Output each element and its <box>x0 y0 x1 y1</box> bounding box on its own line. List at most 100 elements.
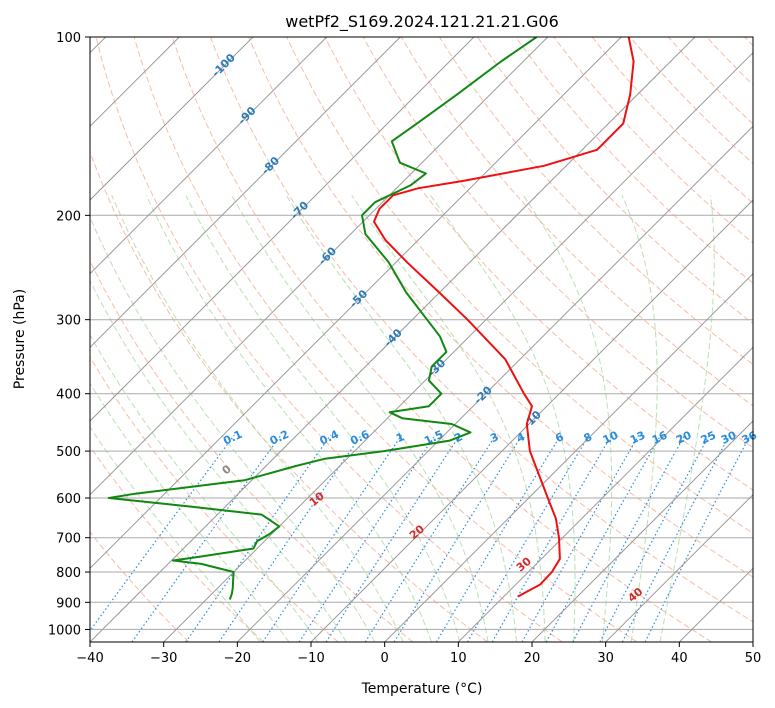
mixing-ratio-label: 10 <box>601 428 621 446</box>
mixing-ratio-label: 0.4 <box>318 428 341 448</box>
mixing-ratio-label: 0.1 <box>221 428 244 448</box>
dry-adiabat-label: 30 <box>514 554 534 574</box>
dry-adiabat <box>210 37 753 623</box>
moist-adiabat <box>621 195 658 642</box>
dry-adiabat <box>400 37 753 407</box>
isotherm-label: -80 <box>259 154 282 177</box>
isotherm <box>457 346 753 642</box>
dry-adiabat-label: 20 <box>407 522 427 542</box>
mixing-ratio-label: 3 <box>488 430 500 445</box>
moist-adiabat <box>111 195 404 642</box>
moist-adiabat <box>185 195 461 642</box>
plot-frame <box>89 36 754 643</box>
isotherm-label: -70 <box>288 198 311 221</box>
dry-adiabat <box>90 356 339 642</box>
moist-adiabat <box>285 195 517 642</box>
isotherm <box>752 641 753 642</box>
mixing-ratio-line <box>364 434 497 642</box>
x-tick-label: 0 <box>381 651 389 666</box>
mixing-ratio-line <box>325 434 461 642</box>
isotherm <box>90 37 622 570</box>
mixing-ratio-line <box>572 434 686 642</box>
y-tick-label: 200 <box>56 209 81 224</box>
sounding-series <box>107 37 635 600</box>
moist-adiabats <box>90 195 715 642</box>
dry-adiabat <box>90 531 190 642</box>
mixing-ratio-label: 0.6 <box>348 428 371 448</box>
isotherm <box>90 37 401 349</box>
dry-adiabat <box>591 37 753 204</box>
x-tick-label: 50 <box>745 651 762 666</box>
y-axis-ticks: 100 200 300 400 500 600 700 800 900 1000 <box>48 31 90 638</box>
mixing-ratio-label: 6 <box>553 430 566 445</box>
dry-adiabats <box>90 37 753 642</box>
mixing-ratio-label: 20 <box>674 428 694 446</box>
mixing-ratio-label: 30 <box>719 428 739 446</box>
isotherm <box>90 37 254 201</box>
y-tick-label: 400 <box>56 388 81 403</box>
isotherm-label: -40 <box>382 326 405 349</box>
y-tick-label: 600 <box>56 492 81 507</box>
x-tick-label: 10 <box>450 651 467 666</box>
mixing-ratio-line <box>521 434 640 642</box>
dry-adiabat <box>477 37 753 325</box>
mixing-ratio-line <box>466 434 590 642</box>
isotherm <box>90 37 475 422</box>
dry-adiabat <box>90 259 414 642</box>
x-tick-label: 40 <box>671 651 688 666</box>
isotherm <box>90 37 549 496</box>
dry-adiabat <box>629 37 753 165</box>
dry-adiabat <box>90 150 488 642</box>
dry-adiabat <box>90 445 264 642</box>
isotherm <box>90 37 696 642</box>
isotherm-label: -90 <box>235 104 258 127</box>
y-tick-label: 800 <box>56 566 81 581</box>
mixing-ratio-label: 1 <box>394 430 406 445</box>
y-tick-label: 900 <box>56 596 81 611</box>
mixing-ratio-line <box>262 434 403 642</box>
moist-adiabat <box>90 334 319 642</box>
dewpoint-profile <box>107 37 538 600</box>
x-tick-label: −30 <box>150 651 177 666</box>
x-tick-label: −10 <box>297 651 324 666</box>
pressure-gridlines <box>90 37 753 630</box>
temperature-profile <box>373 37 635 598</box>
mixing-ratio-label: 16 <box>650 428 670 446</box>
dry-adiabat <box>171 37 712 642</box>
isotherm <box>163 51 753 642</box>
isotherm-label: -30 <box>425 356 448 379</box>
isotherm-label: -10 <box>521 408 544 431</box>
dry-adiabat-label: 0 <box>220 462 234 477</box>
y-tick-label: 100 <box>56 31 81 46</box>
dry-adiabat-label: 10 <box>307 489 327 509</box>
mixing-ratio-line <box>599 434 710 642</box>
moist-adiabat <box>90 279 347 642</box>
dry-adiabat <box>553 37 753 244</box>
dry-adiabat <box>515 37 753 284</box>
dry-adiabat <box>286 37 753 534</box>
moist-adiabat <box>522 195 613 642</box>
mixing-ratio-line <box>644 434 751 642</box>
dry-adiabat <box>706 37 753 86</box>
isotherm <box>90 37 328 275</box>
y-tick-label: 1000 <box>48 623 81 638</box>
isotherm <box>384 272 753 642</box>
chart-title: wetPf2_S169.2024.121.21.21.G06 <box>285 12 559 32</box>
dry-adiabat <box>438 37 753 366</box>
isotherm <box>605 493 753 642</box>
isotherm <box>236 125 753 642</box>
x-axis-ticks: −40 −30 −20 −10 0 10 20 30 40 50 <box>76 642 761 666</box>
isotherm <box>531 420 753 642</box>
moist-adiabat <box>351 195 546 642</box>
moist-adiabat <box>430 195 576 642</box>
mixing-ratio-label: 36 <box>740 428 760 446</box>
x-axis-label: Temperature (°C) <box>361 681 483 697</box>
mixing-ratio-line <box>491 434 613 642</box>
mixing-ratio-line <box>131 434 282 642</box>
dry-adiabat <box>744 37 753 47</box>
x-tick-label: 20 <box>524 651 541 666</box>
mixing-ratio-label: 25 <box>699 429 718 447</box>
x-tick-label: −20 <box>224 651 251 666</box>
isotherm <box>678 567 753 642</box>
